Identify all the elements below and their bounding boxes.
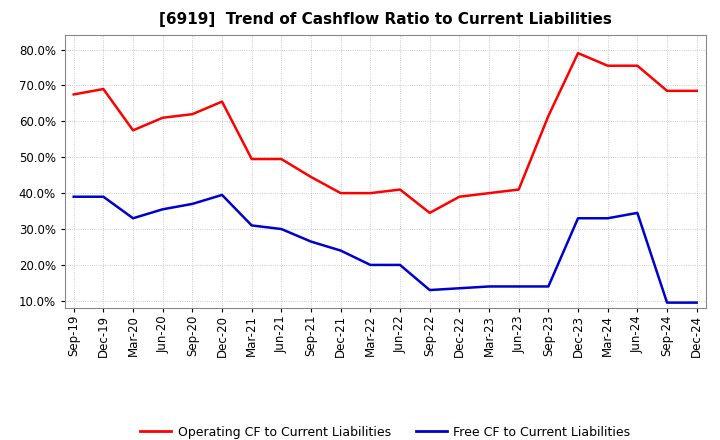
Legend: Operating CF to Current Liabilities, Free CF to Current Liabilities: Operating CF to Current Liabilities, Fre… xyxy=(135,421,635,440)
Title: [6919]  Trend of Cashflow Ratio to Current Liabilities: [6919] Trend of Cashflow Ratio to Curren… xyxy=(159,12,611,27)
